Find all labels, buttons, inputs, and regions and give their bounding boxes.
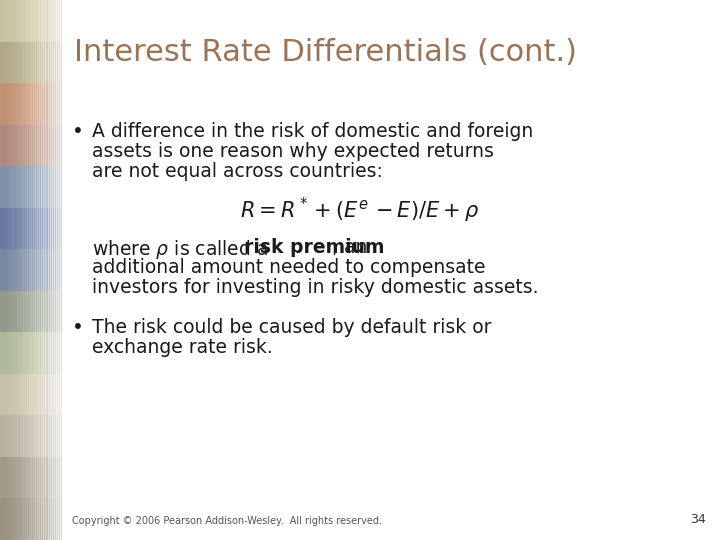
Bar <box>50 0 53 540</box>
Bar <box>14 0 17 540</box>
Text: are not equal across countries:: are not equal across countries: <box>92 162 383 181</box>
Text: •: • <box>72 318 84 337</box>
Text: Copyright © 2006 Pearson Addison-Wesley.  All rights reserved.: Copyright © 2006 Pearson Addison-Wesley.… <box>72 516 382 526</box>
Text: The risk could be caused by default risk or: The risk could be caused by default risk… <box>92 318 492 337</box>
Bar <box>19 0 22 540</box>
Bar <box>27 0 30 540</box>
Text: , an: , an <box>332 238 367 257</box>
Bar <box>37 0 40 540</box>
Bar <box>0 166 62 208</box>
Bar <box>0 291 62 332</box>
Text: Interest Rate Differentials (cont.): Interest Rate Differentials (cont.) <box>74 38 577 67</box>
Bar <box>41 0 45 540</box>
Bar <box>58 0 61 540</box>
Bar <box>0 0 3 540</box>
Bar <box>4 0 7 540</box>
Bar <box>24 0 28 540</box>
Bar <box>45 0 48 540</box>
Bar <box>6 0 9 540</box>
Bar <box>23 0 26 540</box>
Bar <box>8 0 12 540</box>
Bar <box>0 457 62 498</box>
Bar <box>29 0 32 540</box>
Bar <box>60 0 63 540</box>
Text: additional amount needed to compensate: additional amount needed to compensate <box>92 258 485 277</box>
Bar <box>0 498 62 540</box>
Text: A difference in the risk of domestic and foreign: A difference in the risk of domestic and… <box>92 122 534 141</box>
Bar <box>0 42 62 83</box>
Text: 34: 34 <box>690 513 706 526</box>
Bar <box>40 0 42 540</box>
Text: assets is one reason why expected returns: assets is one reason why expected return… <box>92 142 494 161</box>
Bar <box>0 208 62 249</box>
Bar <box>0 415 62 457</box>
Bar <box>0 374 62 415</box>
Bar <box>21 0 24 540</box>
Bar <box>0 125 62 166</box>
Bar <box>0 249 62 291</box>
Text: $\mathit{R} = \mathit{R}^*+(\mathit{E}^e\,-\mathit{E})/\mathit{E} + \rho$: $\mathit{R} = \mathit{R}^*+(\mathit{E}^e… <box>240 196 480 225</box>
Text: risk premium: risk premium <box>244 238 384 257</box>
Bar <box>0 0 62 42</box>
Text: where $\rho$ is called a: where $\rho$ is called a <box>92 238 270 261</box>
Bar <box>43 0 47 540</box>
Bar <box>2 0 5 540</box>
Bar <box>35 0 38 540</box>
Bar <box>56 0 59 540</box>
Bar <box>31 0 34 540</box>
Text: exchange rate risk.: exchange rate risk. <box>92 338 273 357</box>
Text: •: • <box>72 122 84 141</box>
Bar <box>10 0 14 540</box>
Bar <box>33 0 36 540</box>
Bar <box>17 0 19 540</box>
Bar <box>12 0 15 540</box>
Bar <box>0 332 62 374</box>
Bar <box>52 0 55 540</box>
Bar <box>0 83 62 125</box>
Bar <box>54 0 57 540</box>
Bar <box>48 0 50 540</box>
Text: investors for investing in risky domestic assets.: investors for investing in risky domesti… <box>92 278 539 297</box>
